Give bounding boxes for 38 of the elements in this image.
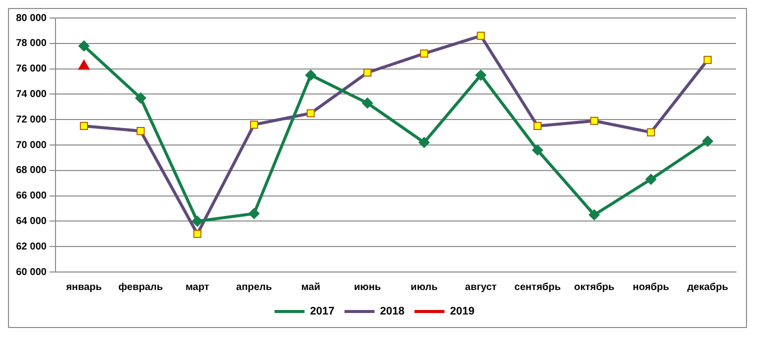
point [248,208,260,220]
y-tick-label: 80 000 [16,12,48,24]
y-tick-label: 66 000 [16,190,48,202]
x-tick-label: май [301,282,320,293]
point [702,136,714,147]
x-tick-label: март [185,282,210,293]
x-tick-label: апрель [236,282,272,293]
y-tick-label: 72 000 [16,114,48,126]
x-tick-label: июль [410,282,438,293]
point [78,40,90,52]
x-tick-label: ноябрь [632,282,670,293]
point [135,92,146,104]
x-tick-label: декабрь [687,282,728,293]
legend-label: 2019 [450,306,474,318]
point [645,174,656,185]
y-tick-label: 68 000 [16,165,48,176]
legend-label: 2018 [380,306,404,318]
x-tick-label: январь [66,282,102,293]
y-tick-label: 70 000 [16,140,48,151]
y-tick-label: 64 000 [16,216,48,227]
point [362,98,373,109]
x-tick-label: август [465,282,497,293]
y-tick-label: 78 000 [16,38,48,50]
x-tick-label: февраль [118,282,163,293]
y-tick-label: 60 000 [16,266,48,278]
point [588,209,600,220]
y-tick-label: 62 000 [16,241,48,252]
y-tick-label: 74 000 [16,88,48,100]
x-tick-label: октябрь [574,282,614,293]
point [475,70,486,81]
x-tick-label: июнь [354,282,381,293]
point [305,70,316,81]
x-tick-label: сентябрь [514,282,561,293]
point [192,216,203,227]
point [418,136,430,148]
point [532,144,544,156]
legend-label: 2017 [310,306,335,318]
y-tick-label: 76 000 [16,64,48,75]
